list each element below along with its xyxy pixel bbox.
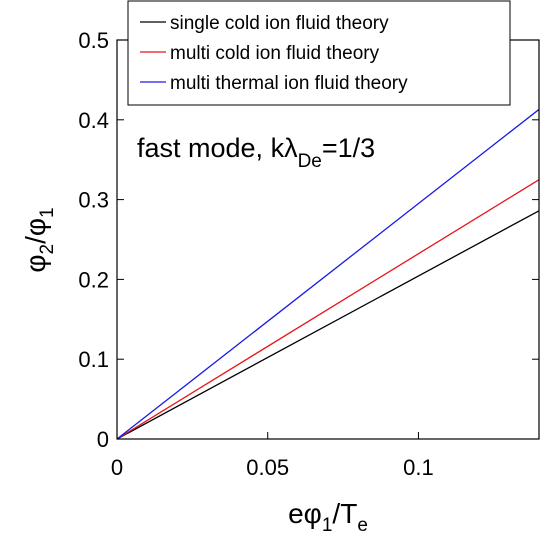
y-tick-label: 0.5 [78,28,109,53]
x-axis-label-sub2: e [357,515,368,536]
x-axis-label-sub1: 1 [322,515,333,536]
legend: single cold ion fluid theory multi cold i… [127,0,511,106]
x-axis-label-base: eφ [288,498,322,529]
y-axis-label-sub1: 2 [37,244,58,255]
y-tick-label: 0.4 [78,108,109,133]
legend-label-3: multi thermal ion fluid theory [170,73,408,94]
annotation-subscript: De [298,151,322,172]
legend-label-1: single cold ion fluid theory [170,13,389,34]
y-axis-label: φ2/φ1 [20,207,58,272]
y-tick-label: 0 [97,427,109,452]
x-axis-label: eφ1/Te [288,498,368,536]
y-axis-label-sub2: 1 [37,207,58,218]
series-line-3 [116,108,540,440]
x-tick-label: 0 [111,455,123,480]
x-axis-label-mid: /T [332,498,357,529]
y-axis-label-mid: /φ [20,218,51,244]
chart-annotation: fast mode, kλDe=1/3 [137,133,375,172]
legend-entries: single cold ion fluid theory multi cold i… [140,13,408,94]
legend-label-2: multi cold ion fluid theory [170,43,380,64]
ticks-layer: 0 0.05 0.1 0 0.1 0.2 0.3 0.4 0.5 [78,28,539,480]
series-line-1 [116,210,540,440]
x-tick-label: 0.05 [246,455,289,480]
y-tick-label: 0.2 [78,267,109,292]
y-tick-label: 0.3 [78,188,109,213]
x-tick-label: 0.1 [403,455,434,480]
y-tick-label: 0.1 [78,347,109,372]
series-layer [116,108,540,440]
y-axis-label-base: φ [20,254,51,272]
legend-box [127,0,511,106]
annotation-text: fast mode, kλ [137,133,298,163]
series-line-2 [116,179,540,440]
annotation-tail: =1/3 [322,133,375,163]
